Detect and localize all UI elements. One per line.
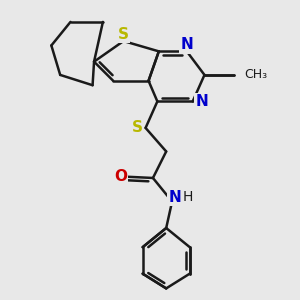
Text: N: N [195, 94, 208, 109]
Text: N: N [180, 38, 193, 52]
Text: S: S [118, 27, 129, 42]
Text: CH₃: CH₃ [244, 68, 267, 81]
Text: N: N [169, 190, 182, 205]
Text: O: O [114, 169, 127, 184]
Text: S: S [132, 120, 143, 135]
Text: H: H [182, 190, 193, 204]
